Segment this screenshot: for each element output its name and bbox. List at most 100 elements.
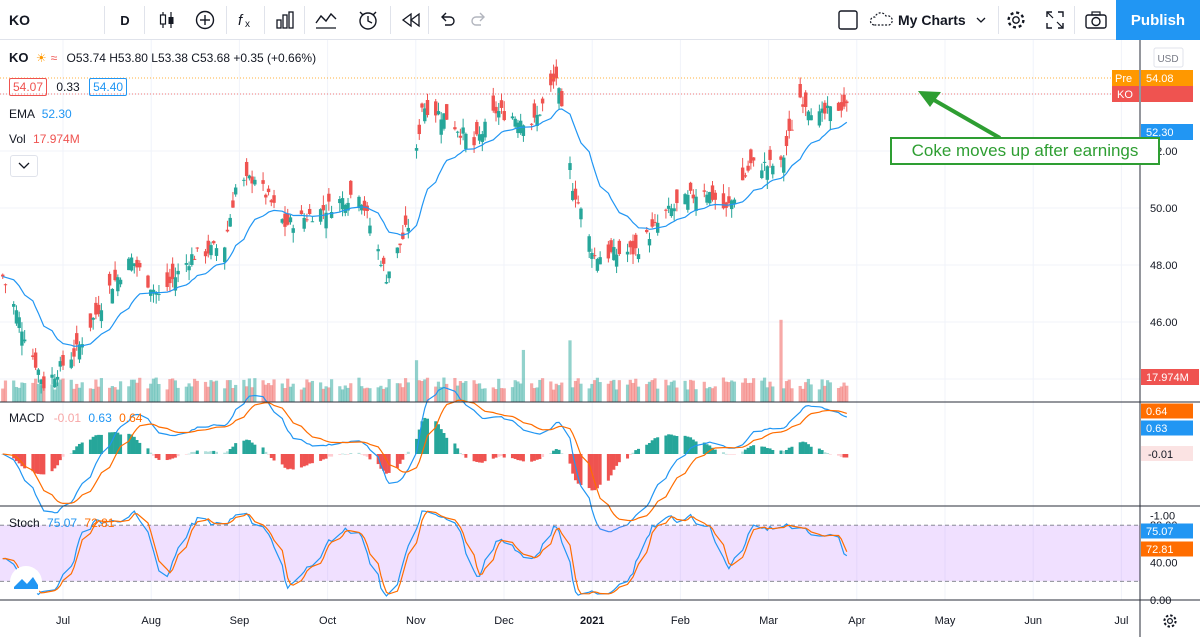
candle-body xyxy=(705,194,709,203)
volume-bar xyxy=(653,378,657,402)
currency-label: USD xyxy=(1157,54,1178,65)
candle-body xyxy=(672,208,676,212)
volume-bar xyxy=(149,383,153,402)
candle-body xyxy=(839,102,843,111)
candles-icon[interactable] xyxy=(152,0,182,40)
volume-bar xyxy=(346,387,350,402)
gear-icon[interactable] xyxy=(1002,0,1030,40)
candle-body xyxy=(790,129,794,131)
volume-bar xyxy=(245,386,249,402)
volume-bar xyxy=(176,387,180,402)
candle-body xyxy=(557,88,561,104)
volume-bar xyxy=(379,385,383,402)
volume-bar xyxy=(573,380,578,402)
volume-bar xyxy=(269,385,273,402)
interval-button[interactable]: D xyxy=(110,0,140,40)
collapse-legend-button[interactable] xyxy=(10,155,38,177)
expand-icon[interactable] xyxy=(1040,0,1070,40)
volume-bar xyxy=(343,385,347,402)
volume-bar xyxy=(72,388,76,402)
redo-icon[interactable] xyxy=(466,0,492,40)
candle-body xyxy=(173,277,178,291)
volume-bar xyxy=(480,388,484,402)
annotation-callout[interactable]: Coke moves up after earnings xyxy=(890,137,1160,165)
time-axis-label: Aug xyxy=(141,615,161,627)
volume-bar xyxy=(801,388,805,402)
candle-body xyxy=(170,263,175,280)
chart-area[interactable]: USD54.0052.0050.0048.0046.0044.00Pre54.0… xyxy=(0,40,1200,637)
chart-settings-gear-icon[interactable] xyxy=(1160,611,1180,631)
candle-body xyxy=(305,219,309,221)
volume-bar xyxy=(288,386,293,402)
volume-bar xyxy=(209,380,213,402)
price-chart[interactable]: USD54.0052.0050.0048.0046.0044.00Pre54.0… xyxy=(0,40,1200,637)
volume-bar xyxy=(645,384,649,402)
volume-bar xyxy=(127,386,131,402)
volume-bar xyxy=(683,380,687,402)
volume-bar xyxy=(519,383,523,402)
financials-icon[interactable] xyxy=(270,0,300,40)
macd-histogram-bar xyxy=(382,454,386,471)
macd-histogram-bar xyxy=(664,435,668,454)
price-tick-label: 50.00 xyxy=(1150,203,1178,215)
camera-icon[interactable] xyxy=(1080,0,1112,40)
candle-body xyxy=(483,121,487,138)
macd-histogram-bar xyxy=(365,454,369,457)
stoch-label: Stoch xyxy=(9,516,40,530)
macd-histogram-bar xyxy=(535,454,539,460)
candle-body xyxy=(760,170,764,178)
candle-body xyxy=(203,251,208,257)
volume-bar xyxy=(108,387,112,402)
macd-histogram-bar xyxy=(647,443,651,454)
ask-box[interactable]: 54.40 xyxy=(89,78,128,96)
volume-bar xyxy=(513,380,517,402)
candle-body xyxy=(118,279,123,285)
macd-histogram-bar xyxy=(672,435,676,454)
bid-box[interactable]: 54.07 xyxy=(9,78,48,96)
candle-body xyxy=(653,221,657,223)
volume-bar xyxy=(206,386,210,402)
candle-body xyxy=(349,180,353,195)
undo-icon[interactable] xyxy=(434,0,460,40)
candle-body xyxy=(283,213,287,227)
macd-histogram-bar xyxy=(283,454,287,468)
macd-histogram-bar xyxy=(532,454,536,461)
macd-histogram-bar xyxy=(587,454,591,489)
macd-histogram-bar xyxy=(497,454,501,457)
volume-bar xyxy=(587,388,591,402)
candle-body xyxy=(595,259,600,271)
fullscreen-square-icon[interactable] xyxy=(834,0,862,40)
volume-bar xyxy=(261,380,265,402)
volume-bar xyxy=(625,384,630,402)
macd-histogram-bar xyxy=(110,432,114,454)
macd-histogram-bar xyxy=(552,450,556,454)
volume-bar xyxy=(382,388,386,402)
volume-bar xyxy=(190,386,194,402)
volume-bar xyxy=(782,388,786,402)
macd-histogram-bar xyxy=(516,454,520,461)
macd-histogram-bar xyxy=(56,454,60,466)
candle-body xyxy=(387,271,391,279)
candle-body xyxy=(686,194,690,210)
volume-bar xyxy=(710,388,715,402)
replay-icon[interactable] xyxy=(396,0,426,40)
volume-bar xyxy=(171,378,175,402)
candle-body xyxy=(77,344,82,360)
macd-histogram-bar xyxy=(436,424,440,454)
candle-body xyxy=(22,339,27,342)
volume-bar xyxy=(464,381,468,402)
last-price-tag-bg xyxy=(1141,86,1193,102)
macd-histogram-bar xyxy=(713,449,717,454)
publish-button[interactable]: Publish xyxy=(1116,0,1200,40)
add-indicator-icon[interactable] xyxy=(190,0,220,40)
compare-icon[interactable] xyxy=(310,0,342,40)
macd-value-tag: 0.63 xyxy=(1146,423,1167,435)
symbol-search[interactable]: KO xyxy=(0,0,104,40)
stoch-d-value: 72.81 xyxy=(84,516,115,530)
macd-histogram-bar xyxy=(798,442,802,454)
volume-bar xyxy=(691,380,695,402)
alert-clock-icon[interactable] xyxy=(352,0,384,40)
my-charts-menu[interactable]: My Charts xyxy=(868,0,996,40)
candle-body xyxy=(472,137,476,146)
